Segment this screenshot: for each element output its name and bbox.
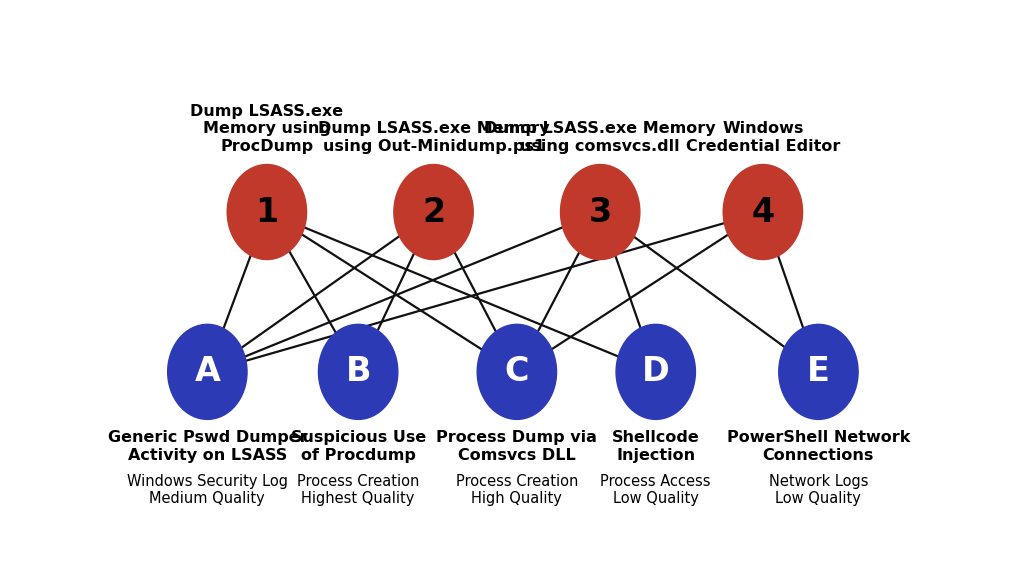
- Text: Process Dump via
Comsvcs DLL: Process Dump via Comsvcs DLL: [436, 430, 597, 463]
- Text: 1: 1: [255, 196, 279, 228]
- Text: Suspicious Use
of Procdump: Suspicious Use of Procdump: [291, 430, 426, 463]
- Text: B: B: [345, 355, 371, 388]
- Text: 2: 2: [422, 196, 445, 228]
- Text: Dump LSASS.exe
Memory using
ProcDump: Dump LSASS.exe Memory using ProcDump: [190, 104, 343, 154]
- Text: Network Logs
Low Quality: Network Logs Low Quality: [769, 474, 868, 506]
- Ellipse shape: [778, 324, 858, 420]
- Ellipse shape: [318, 324, 398, 420]
- Text: E: E: [807, 355, 829, 388]
- Ellipse shape: [394, 164, 473, 260]
- Text: 3: 3: [589, 196, 611, 228]
- Text: Windows
Credential Editor: Windows Credential Editor: [686, 121, 840, 154]
- Text: 4: 4: [752, 196, 774, 228]
- Ellipse shape: [227, 164, 306, 260]
- Text: Process Creation
Highest Quality: Process Creation Highest Quality: [297, 474, 420, 506]
- Text: C: C: [505, 355, 529, 388]
- Text: Shellcode
Injection: Shellcode Injection: [612, 430, 699, 463]
- Text: Dump LSASS.exe Memory
using comsvcs.dll: Dump LSASS.exe Memory using comsvcs.dll: [484, 121, 716, 154]
- Text: Process Access
Low Quality: Process Access Low Quality: [600, 474, 711, 506]
- Ellipse shape: [616, 324, 695, 420]
- Ellipse shape: [168, 324, 247, 420]
- Text: Process Creation
High Quality: Process Creation High Quality: [456, 474, 579, 506]
- Ellipse shape: [723, 164, 803, 260]
- Ellipse shape: [477, 324, 557, 420]
- Text: A: A: [195, 355, 220, 388]
- Text: PowerShell Network
Connections: PowerShell Network Connections: [727, 430, 910, 463]
- Text: Generic Pswd Dumper
Activity on LSASS: Generic Pswd Dumper Activity on LSASS: [108, 430, 307, 463]
- Text: Dump LSASS.exe Memory
using Out-Minidump.ps1: Dump LSASS.exe Memory using Out-Minidump…: [317, 121, 549, 154]
- Text: Windows Security Log
Medium Quality: Windows Security Log Medium Quality: [127, 474, 288, 506]
- Ellipse shape: [560, 164, 640, 260]
- Text: D: D: [642, 355, 670, 388]
